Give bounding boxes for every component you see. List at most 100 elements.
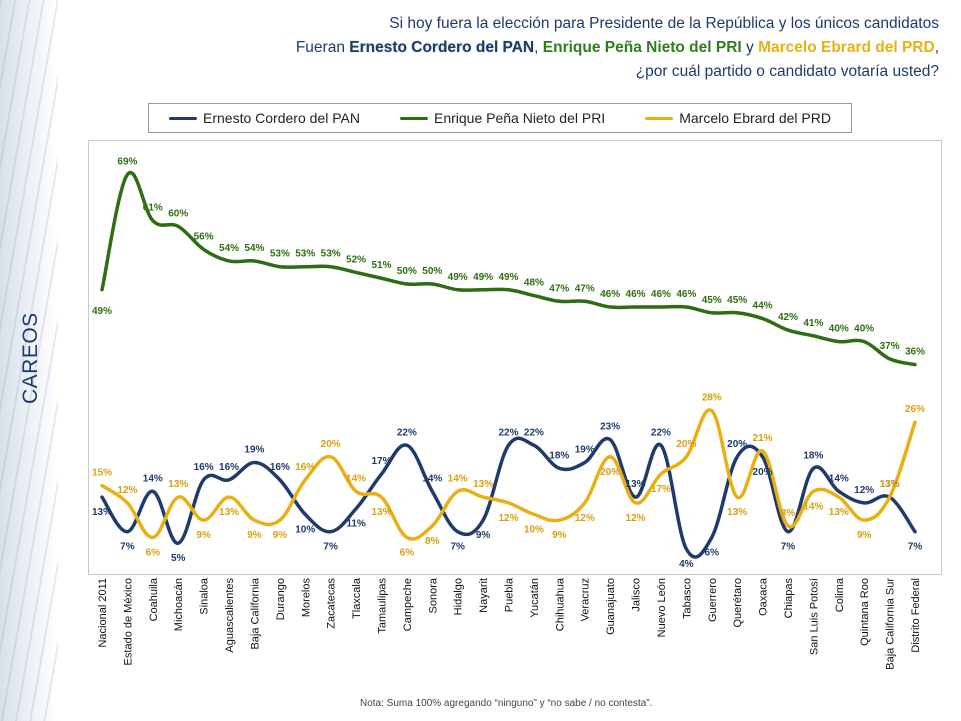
x-tick-label: Baja California	[249, 577, 261, 649]
data-label-pan: 10%	[295, 524, 315, 535]
x-tick-label: Michoacán	[173, 578, 185, 631]
title-line-2: Fueran Ernesto Cordero del PAN, Enrique …	[259, 36, 939, 60]
data-label-prd: 6%	[146, 547, 161, 558]
title-prefix: Fueran	[295, 39, 350, 56]
data-label-pan: 19%	[575, 445, 595, 456]
data-label-pan: 13%	[626, 479, 646, 490]
data-label-prd: 28%	[702, 393, 722, 404]
legend-swatch-prd	[645, 116, 674, 120]
title-sep-3: ,	[934, 39, 939, 56]
data-label-pan: 16%	[194, 462, 214, 473]
data-label-prd: 8%	[425, 536, 440, 547]
data-label-prd: 14%	[346, 473, 366, 484]
data-label-pan: 18%	[549, 450, 569, 461]
footnote: Nota: Suma 100% agregando “ninguno” y “n…	[360, 698, 653, 709]
data-label-prd: 13%	[219, 507, 239, 518]
plot-area-frame	[88, 140, 942, 575]
data-label-prd: 9%	[273, 530, 288, 541]
data-label-pri: 49%	[92, 306, 112, 317]
x-tick-label: Distrito Federal	[910, 578, 922, 653]
x-tick-label: San Luis Potosí	[808, 578, 820, 655]
data-label-pri: 48%	[524, 278, 544, 289]
x-tick-label: Sinaloa	[199, 577, 211, 615]
data-label-pri: 40%	[829, 324, 849, 335]
data-label-pan: 18%	[803, 450, 823, 461]
data-label-pri: 49%	[448, 272, 468, 283]
data-label-pri: 41%	[803, 318, 823, 329]
data-label-prd: 20%	[676, 439, 696, 450]
data-label-pri: 54%	[219, 243, 239, 254]
data-label-pri: 36%	[905, 347, 925, 358]
series-line-prd	[100, 408, 917, 541]
data-label-prd: 9%	[247, 530, 262, 541]
data-label-pri: 53%	[270, 249, 290, 260]
x-tick-label: Tlaxcala	[351, 577, 363, 619]
data-label-pri: 61%	[143, 203, 163, 214]
data-label-pan: 7%	[120, 542, 135, 553]
x-tick-label: Morelos	[300, 578, 312, 618]
data-label-pan: 16%	[270, 462, 290, 473]
x-tick-label: Zacatecas	[326, 578, 338, 629]
data-label-pri: 47%	[549, 283, 569, 294]
data-label-prd: 13%	[829, 507, 849, 518]
data-label-pan: 22%	[397, 427, 417, 438]
data-label-pan: 13%	[92, 507, 112, 518]
data-label-pan: 11%	[346, 519, 366, 530]
title-candidate-prd: Marcelo Ebrard del PRD	[758, 39, 935, 56]
legend-item-prd: Marcelo Ebrard del PRD	[645, 110, 831, 126]
x-tick-label: Yucatán	[529, 578, 541, 618]
data-label-pri: 37%	[880, 341, 900, 352]
data-label-prd: 13%	[473, 479, 493, 490]
data-label-prd: 15%	[92, 468, 112, 479]
data-label-pri: 46%	[676, 289, 696, 300]
data-label-pan: 14%	[829, 473, 849, 484]
data-label-prd: 9%	[196, 530, 211, 541]
data-label-prd: 9%	[552, 530, 567, 541]
data-label-pri: 47%	[575, 283, 595, 294]
data-label-pan: 6%	[705, 547, 720, 558]
data-label-pan: 14%	[143, 473, 163, 484]
data-label-pan: 20%	[753, 467, 773, 478]
title-candidate-pan: Ernesto Cordero del PAN	[349, 39, 535, 56]
title-sep-1: ,	[534, 39, 543, 56]
data-label-prd: 14%	[448, 473, 468, 484]
legend-swatch-pri	[399, 116, 428, 120]
x-tick-label: Guanajuato	[605, 578, 617, 635]
data-label-prd: 13%	[727, 507, 747, 518]
data-label-pri: 53%	[321, 249, 341, 260]
chart-title: Si hoy fuera la elección para Presidente…	[259, 12, 939, 84]
data-label-prd: 9%	[857, 530, 872, 541]
x-tick-label: Aguascalientes	[224, 578, 236, 653]
data-label-prd: 14%	[803, 501, 823, 512]
data-label-pan: 17%	[371, 456, 391, 467]
data-label-pri: 49%	[498, 272, 518, 283]
x-tick-label: Estado de México	[122, 578, 134, 665]
data-label-pri: 56%	[194, 231, 214, 242]
data-label-prd: 13%	[880, 479, 900, 490]
title-line-1: Si hoy fuera la elección para Presidente…	[389, 15, 939, 32]
data-label-prd: 17%	[651, 484, 671, 495]
legend-swatch-pan	[169, 116, 198, 120]
data-label-prd: 12%	[498, 513, 518, 524]
data-label-pri: 44%	[753, 301, 773, 312]
legend-label-prd: Marcelo Ebrard del PRD	[679, 110, 831, 126]
data-label-pan: 7%	[450, 542, 465, 553]
data-label-pri: 50%	[422, 266, 442, 277]
data-label-prd: 26%	[905, 404, 925, 415]
x-tick-label: Guerrero	[707, 578, 719, 622]
x-tick-label: Tamaulipas	[376, 578, 388, 634]
x-tick-label: Hidalgo	[453, 578, 465, 615]
series-line-pri	[100, 170, 917, 367]
x-tick-label: Quintana Roo	[859, 578, 871, 646]
data-label-pan: 13%	[880, 479, 900, 490]
x-tick-label: Baja California Sur	[885, 578, 897, 670]
data-label-pan: 9%	[476, 530, 491, 541]
data-label-prd: 13%	[371, 507, 391, 518]
data-label-pan: 22%	[524, 427, 544, 438]
decorative-side-band	[0, 0, 58, 721]
x-tick-label: Sonora	[427, 577, 439, 613]
data-label-prd: 12%	[626, 513, 646, 524]
title-candidate-pri: Enrique Peña Nieto del PRI	[542, 39, 742, 56]
data-label-pri: 42%	[778, 312, 798, 323]
